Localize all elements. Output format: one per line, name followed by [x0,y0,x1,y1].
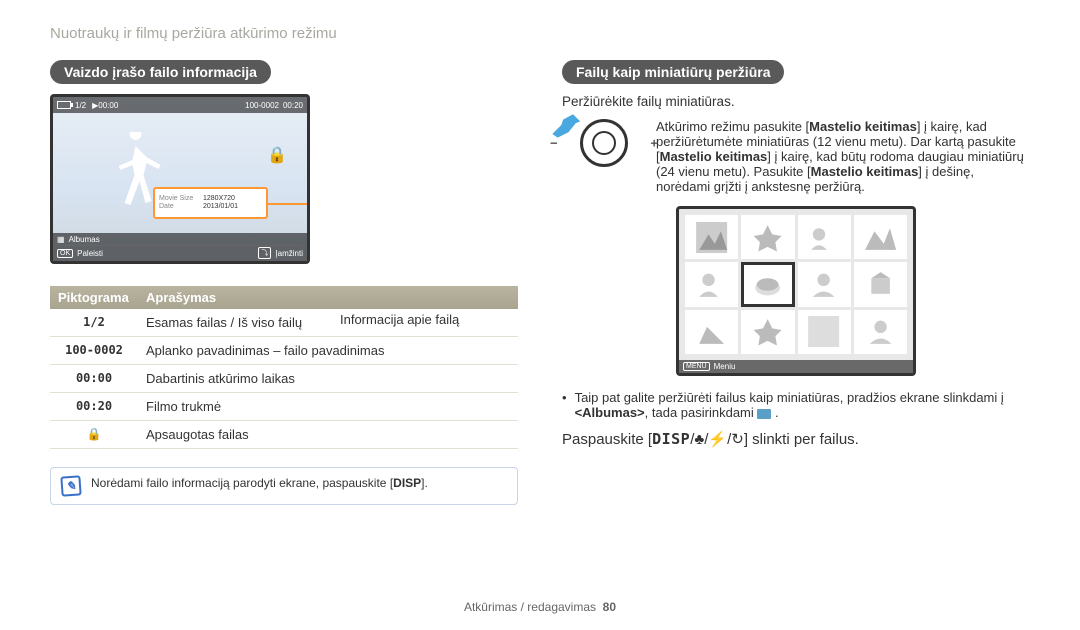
thumbnail [854,215,907,259]
video-topbar: 1/2 ▶ 00:00 100-0002 00:20 [53,97,307,113]
thumbnail [741,310,794,354]
thumbnail [798,215,851,259]
file-counter: 1/2 [75,101,86,110]
video-bottombar: ▦Albumas OKPaleisti ⤵Įamžinti [53,233,307,261]
zoom-instruction: − + Atkūrimo režimu pasukite [Mastelio k… [562,119,1030,194]
table-row: 00:00Dabartinis atkūrimo laikas [50,365,518,393]
thumbnails-subtext: Peržiūrėkite failų miniatiūras. [562,94,1030,109]
callout-label: Informacija apie failą [340,312,459,327]
video-info-frame: 1/2 ▶ 00:00 100-0002 00:20 🔒 Movie Size1… [50,94,310,264]
callout-line [268,203,310,205]
zoom-dial-graphic: − + [562,119,646,167]
folder-file: 100-0002 [245,101,279,110]
thumbnail-bottombar: MENUMeniu [679,360,913,373]
left-column: Vaizdo įrašo failo informacija 1/2 ▶ 00:… [50,60,518,505]
thumbnail [854,262,907,306]
page-header: Nuotraukų ir filmų peržiūra atkūrimo rež… [50,25,1030,42]
table-header-icon: Piktograma [50,286,138,309]
thumbnail [798,310,851,354]
thumbnail [741,215,794,259]
table-row: 100-0002Aplanko pavadinimas – failo pava… [50,337,518,365]
table-row: 🔒Apsaugotas failas [50,421,518,449]
note-icon: ✎ [60,475,81,496]
thumbnail [798,262,851,306]
press-instruction: Paspauskite [DISP/♣/⚡/↻] slinkti per fai… [562,430,1030,448]
note-box: ✎ Norėdami failo informaciją parodyti ek… [50,467,518,505]
thumbnail [685,262,738,306]
section-pill-thumbnails: Failų kaip miniatiūrų peržiūra [562,60,784,84]
file-info-box: Movie Size1280X720 Date2013/01/01 [153,187,268,219]
album-icon [757,409,771,419]
section-pill-video-info: Vaizdo įrašo failo informacija [50,60,271,84]
thumbnail-selected [741,262,794,306]
thumbnail-grid-frame: MENUMeniu [676,206,916,376]
table-header-desc: Aprašymas [138,286,518,309]
table-row: 00:20Filmo trukmė [50,393,518,421]
battery-icon [57,101,71,109]
thumbnail [685,215,738,259]
page-footer: Atkūrimas / redagavimas 80 [0,600,1080,614]
right-column: Failų kaip miniatiūrų peržiūra Peržiūrėk… [562,60,1030,505]
icon-description-table: Piktograma Aprašymas 1/2Esamas failas / … [50,286,518,449]
bullet-tip: • Taip pat galite peržiūrėti failus kaip… [562,390,1030,420]
thumbnail [854,310,907,354]
time-right: 00:20 [283,101,303,110]
thumbnail [685,310,738,354]
lock-icon: 🔒 [267,145,287,165]
time-left: 00:00 [98,101,118,110]
